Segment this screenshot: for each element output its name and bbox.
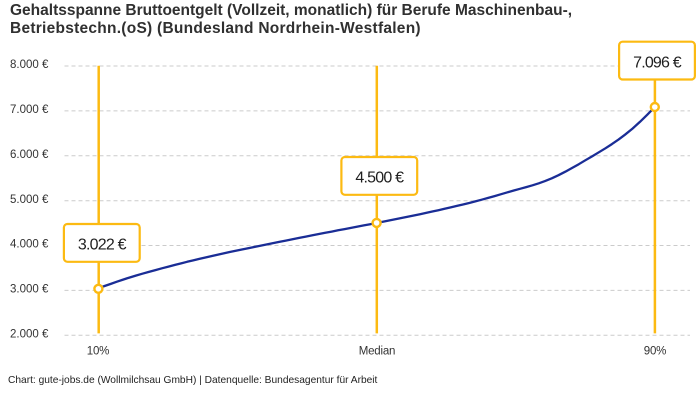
svg-text:7.000 €: 7.000 € [10, 104, 49, 116]
svg-text:Chart: gute-jobs.de (Wollmilch: Chart: gute-jobs.de (Wollmilchsau GmbH) … [8, 375, 378, 386]
svg-text:8.000 €: 8.000 € [10, 59, 49, 71]
svg-text:4.500 €: 4.500 € [355, 169, 404, 186]
svg-text:7.096 €: 7.096 € [633, 54, 682, 71]
svg-text:6.000 €: 6.000 € [10, 149, 49, 161]
svg-text:3.000 €: 3.000 € [10, 284, 49, 296]
svg-text:Gehaltsspanne Bruttoentgelt (V: Gehaltsspanne Bruttoentgelt (Vollzeit, m… [10, 2, 572, 19]
svg-text:10%: 10% [87, 345, 109, 357]
svg-text:4.000 €: 4.000 € [10, 239, 49, 251]
svg-text:90%: 90% [644, 345, 666, 357]
svg-text:Betriebstechn.(oS) (Bundesland: Betriebstechn.(oS) (Bundesland Nordrhein… [10, 20, 421, 37]
svg-text:Median: Median [359, 345, 396, 357]
svg-text:5.000 €: 5.000 € [10, 194, 49, 206]
svg-text:2.000 €: 2.000 € [10, 328, 49, 340]
svg-text:3.022 €: 3.022 € [78, 237, 127, 254]
